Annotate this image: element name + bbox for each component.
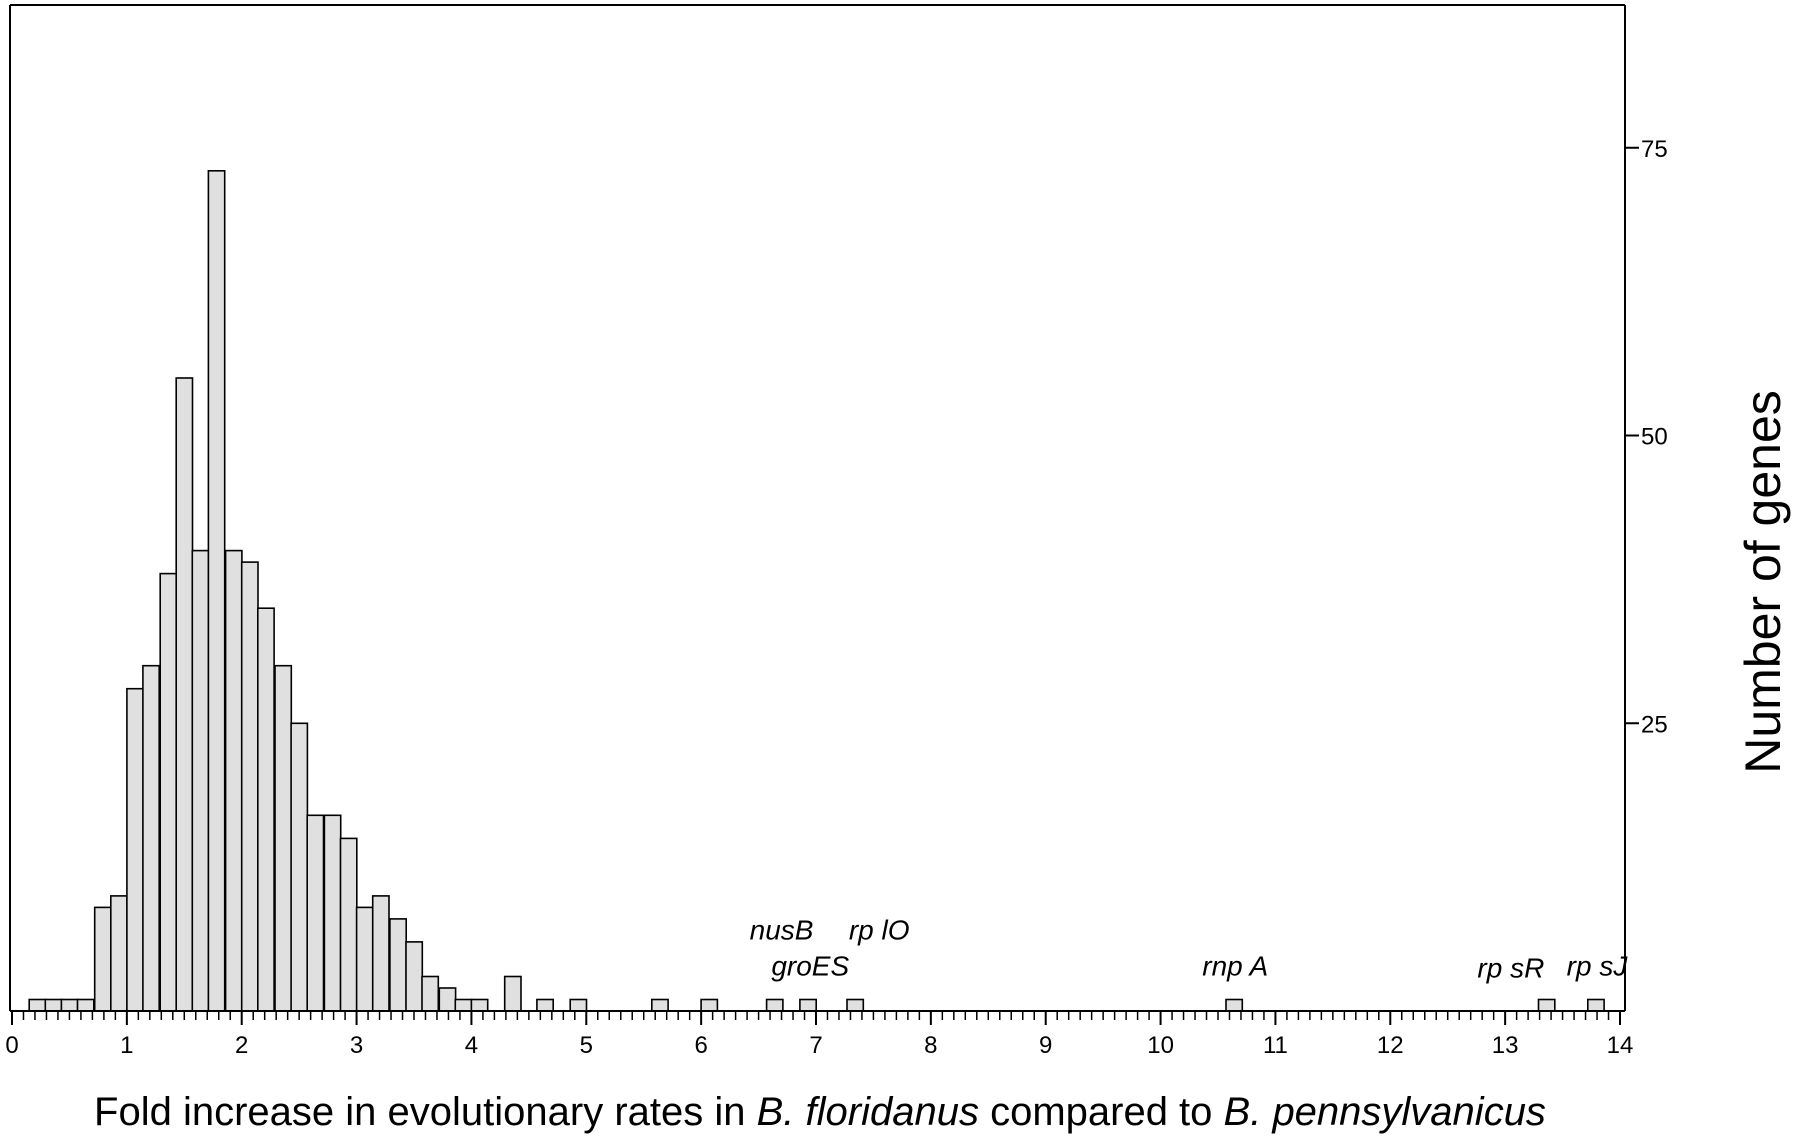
- histogram-bar: [323, 814, 342, 1012]
- x-tick-label: 3: [350, 1032, 363, 1059]
- x-tick-label: 2: [235, 1032, 248, 1059]
- histogram-bar: [1225, 998, 1244, 1012]
- histogram-bar: [274, 664, 293, 1012]
- x-tick-label: 9: [1039, 1032, 1052, 1059]
- histogram-bar: [126, 687, 145, 1012]
- x-tick-label: 11: [1263, 1032, 1288, 1059]
- x-tick-label: 7: [809, 1032, 822, 1059]
- histogram-bar: [290, 722, 309, 1012]
- histogram-bar: [159, 572, 178, 1012]
- histogram-bar: [569, 998, 588, 1012]
- gene-label: rp lO: [849, 915, 910, 946]
- histogram-bar: [28, 998, 47, 1012]
- histogram-bar: [339, 837, 358, 1012]
- histogram-bar: [421, 975, 440, 1012]
- x-axis-label-part: Fold increase in evolutionary rates in: [94, 1090, 757, 1134]
- gene-label: rnp A: [1202, 950, 1268, 981]
- y-tick-label: 75: [1641, 136, 1668, 163]
- histogram-bars: [28, 170, 1605, 1012]
- x-tick-label: 14: [1607, 1032, 1634, 1059]
- histogram-bar: [650, 998, 669, 1012]
- histogram-bar: [389, 918, 407, 1012]
- x-tick-label: 4: [465, 1032, 478, 1059]
- x-tick-label: 5: [580, 1032, 593, 1059]
- gene-label: rp sJ: [1567, 950, 1629, 981]
- plot-frame: [9, 4, 1625, 1011]
- y-axis-label: Number of genes: [1735, 390, 1791, 774]
- histogram-bar: [371, 895, 390, 1012]
- histogram-bar: [700, 998, 719, 1012]
- histogram-bar: [60, 998, 79, 1012]
- x-axis-label: Fold increase in evolutionary rates in B…: [0, 1090, 1640, 1135]
- histogram-bar: [503, 975, 522, 1012]
- x-tick-label: 13: [1492, 1032, 1519, 1059]
- y-tick-label: 25: [1641, 711, 1668, 738]
- histogram-bar: [355, 906, 374, 1012]
- x-axis-label-part: B. pennsylvanicus: [1223, 1090, 1546, 1134]
- histogram-bar: [110, 895, 128, 1012]
- histogram-bar: [799, 998, 818, 1012]
- histogram-bar: [470, 998, 489, 1012]
- histogram-bar: [438, 987, 457, 1012]
- histogram-bar: [1537, 998, 1556, 1012]
- histogram-bar: [76, 998, 95, 1012]
- x-axis-label-part: B. floridanus: [756, 1090, 979, 1134]
- y-axis: 25 50 75: [1624, 5, 1668, 1011]
- histogram-bar: [256, 607, 275, 1012]
- x-tick-label: 8: [924, 1032, 937, 1059]
- x-tick-label: 1: [120, 1032, 133, 1059]
- histogram-bar: [1587, 998, 1605, 1012]
- histogram-bar: [142, 664, 160, 1012]
- y-tick-label: 50: [1641, 424, 1668, 451]
- x-axis-label-part: compared to: [978, 1090, 1224, 1134]
- x-axis: 0 1 2 3 4 5 6 7 8 9 10 11 12 13 14: [5, 1010, 1634, 1059]
- gene-label: rp sR: [1477, 953, 1544, 984]
- gene-label: groES: [771, 950, 849, 981]
- x-tick-label: 10: [1147, 1032, 1174, 1059]
- histogram-bar: [306, 814, 325, 1012]
- x-tick-label: 6: [694, 1032, 707, 1059]
- histogram-bar: [44, 998, 63, 1012]
- histogram-bar: [765, 998, 784, 1012]
- histogram-bar: [240, 561, 259, 1012]
- histogram-bar: [454, 998, 473, 1012]
- x-tick-label: 12: [1377, 1032, 1404, 1059]
- histogram-bar: [93, 906, 112, 1012]
- histogram-bar: [536, 998, 555, 1012]
- histogram-bar: [191, 549, 210, 1012]
- x-tick-label: 0: [5, 1032, 18, 1059]
- histogram-bar: [405, 941, 424, 1012]
- histogram-bar: [207, 170, 226, 1012]
- histogram-bar: [846, 998, 865, 1012]
- histogram-bar: [224, 549, 243, 1012]
- gene-label: nusB: [750, 915, 814, 946]
- histogram-bar: [175, 377, 194, 1012]
